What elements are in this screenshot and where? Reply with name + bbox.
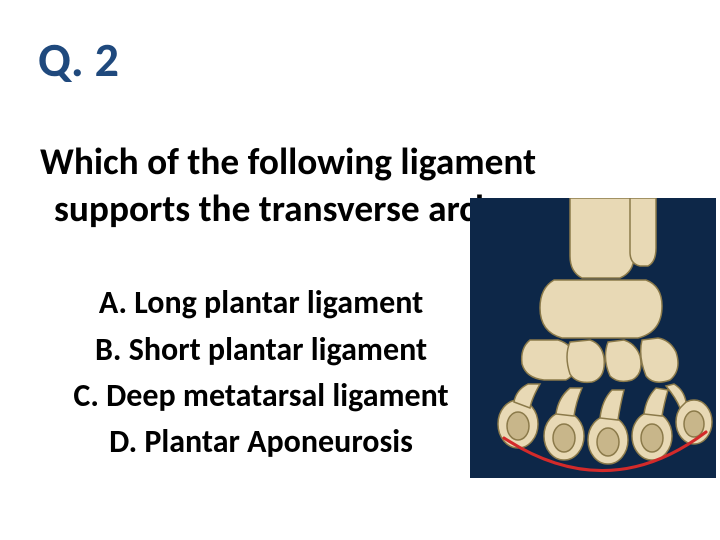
foot-anatomy-illustration bbox=[470, 198, 716, 478]
option-c: C. Deep metatarsal ligament bbox=[66, 373, 456, 419]
option-d: D. Plantar Aponeurosis bbox=[66, 419, 456, 465]
question-number-heading: Q. 2 bbox=[38, 30, 690, 89]
leg-bones bbox=[570, 198, 656, 278]
question-line-1: Which of the following ligament bbox=[40, 139, 536, 185]
option-a: A. Long plantar ligament bbox=[66, 280, 456, 326]
answer-options: A. Long plantar ligament B. Short planta… bbox=[66, 280, 456, 466]
slide-container: Q. 2 Which of the following ligament sup… bbox=[0, 0, 720, 540]
option-b: B. Short plantar ligament bbox=[66, 327, 456, 373]
